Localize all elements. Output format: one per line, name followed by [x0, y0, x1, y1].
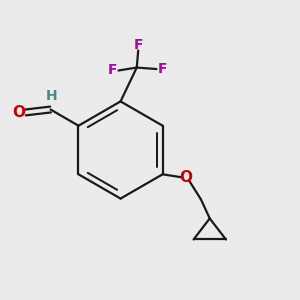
- Text: F: F: [108, 64, 117, 77]
- Text: F: F: [134, 38, 143, 52]
- Text: F: F: [158, 62, 167, 76]
- Text: O: O: [13, 105, 26, 120]
- Text: H: H: [46, 89, 58, 103]
- Text: O: O: [179, 170, 192, 185]
